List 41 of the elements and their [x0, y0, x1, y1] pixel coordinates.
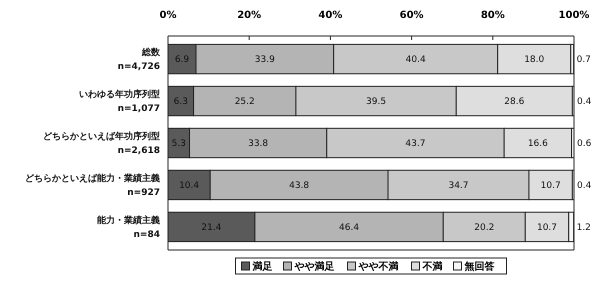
data-label: 20.2	[474, 223, 494, 234]
legend-label: 満足	[252, 260, 272, 272]
data-label: 18.0	[524, 55, 544, 66]
y-tick-label: どちらかといえば能力・業績主義 n=927	[25, 173, 160, 198]
data-label: 16.6	[528, 139, 548, 150]
y-tick-label: どちらかといえば年功序列型 n=2,618	[43, 131, 160, 156]
legend-label: 不満	[422, 260, 442, 272]
legend-label: 無回答	[464, 260, 496, 272]
x-tick-label: 40%	[318, 10, 342, 21]
data-label: 46.4	[339, 223, 360, 234]
data-label: 33.9	[254, 55, 276, 66]
data-label: 1.2	[576, 223, 591, 234]
data-label: 25.2	[234, 97, 255, 108]
data-label: 33.8	[248, 139, 268, 150]
legend-label: やや不満	[358, 260, 398, 272]
data-label: 43.8	[289, 181, 310, 192]
data-label: 10.7	[540, 181, 561, 192]
data-label: 6.9	[174, 55, 190, 66]
data-label: 5.3	[172, 139, 186, 150]
data-label: 0.4	[577, 97, 592, 108]
data-label: 34.7	[448, 181, 469, 192]
data-label: 0.6	[577, 139, 592, 150]
data-label: 6.3	[174, 97, 188, 108]
y-tick-label: 能力・業績主義 n=84	[97, 215, 160, 240]
data-label: 0.7	[576, 55, 591, 66]
data-label: 39.5	[366, 97, 386, 108]
data-label: 10.7	[536, 223, 558, 234]
y-tick-label: いわゆる年功序列型 n=1,077	[79, 89, 160, 114]
data-label: 28.6	[504, 97, 525, 108]
x-tick-label: 20%	[237, 10, 262, 21]
data-label: 43.7	[405, 139, 426, 150]
x-tick-label: 60%	[400, 10, 424, 21]
x-tick-label: 80%	[480, 10, 505, 21]
data-label: 10.4	[179, 181, 200, 192]
data-label: 21.4	[201, 223, 222, 234]
legend-label: やや満足	[294, 260, 334, 272]
data-label: 0.4	[577, 181, 592, 192]
data-label: 40.4	[406, 55, 426, 66]
x-tick-label: 0%	[160, 10, 176, 21]
x-tick-label: 100%	[558, 10, 590, 21]
y-tick-label: 総数 n=4,726	[118, 47, 161, 72]
